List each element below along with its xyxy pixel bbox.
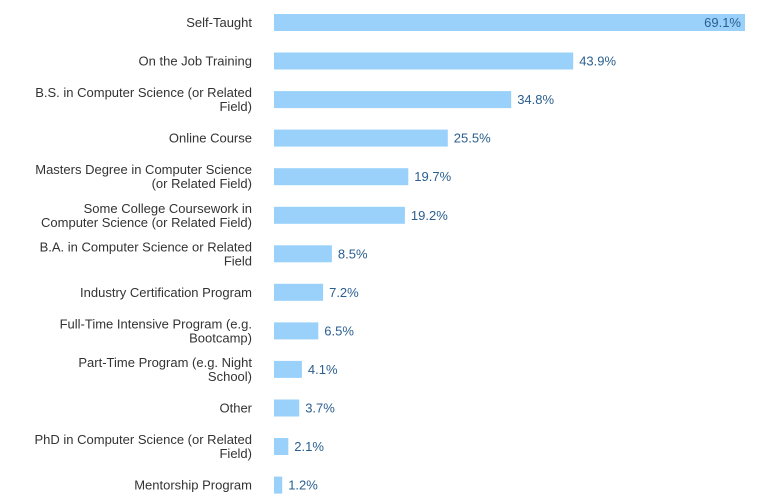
category-label: Mentorship Program [134,478,252,493]
category-label: Full-Time Intensive Program (e.g. Bootcam… [60,316,252,345]
category-label: Online Course [169,131,252,146]
category-label-line: Industry Certification Program [80,285,252,300]
bar-row: PhD in Computer Science (or Related Field… [35,432,325,461]
bar-row: Masters Degree in Computer Science (or Re… [35,162,451,191]
value-label: 19.7% [414,169,451,184]
category-label-line: Masters Degree in Computer Science [35,162,252,177]
value-label: 2.1% [294,439,324,454]
bar [274,322,319,340]
value-label: 8.5% [338,246,368,261]
category-label-line: B.S. in Computer Science (or Related [35,85,252,100]
category-label-line: Part-Time Program (e.g. Night [78,355,252,370]
value-label: 6.5% [324,323,354,338]
bar-row: On the Job Training 43.9% [139,52,617,70]
category-label: B.S. in Computer Science (or Related Fiel… [35,85,252,114]
bar-row: Full-Time Intensive Program (e.g. Bootcam… [60,316,355,345]
category-label-line: Field [224,253,252,268]
category-label-line: Full-Time Intensive Program (e.g. [60,316,252,331]
bar-row: B.S. in Computer Science (or Related Fiel… [35,85,554,114]
value-label: 43.9% [579,54,616,69]
bar [274,399,300,417]
bar-row: Mentorship Program 1.2% [134,476,318,494]
bar [274,206,405,224]
category-label-line: Self-Taught [186,15,252,30]
bar [274,52,574,70]
value-label: 3.7% [305,401,335,416]
value-label: 34.8% [517,92,554,107]
value-label: 19.2% [411,208,448,223]
category-label-line: (or Related Field) [152,176,252,191]
bar [274,14,745,31]
bar-row: Some College Coursework in Computer Scien… [41,201,448,230]
category-label-line: On the Job Training [139,54,252,69]
category-label-line: Field) [219,99,252,114]
value-label: 69.1% [704,15,741,30]
bar-row: Industry Certification Program 7.2% [80,283,359,301]
category-label-line: Mentorship Program [134,478,252,493]
category-label: Other [219,401,252,416]
bar [274,91,512,109]
category-label-line: School) [208,369,252,384]
bar [274,438,289,455]
bar [274,129,448,147]
value-label: 1.2% [288,478,318,493]
category-label-line: Online Course [169,131,252,146]
bar-row: Other 3.7% [219,399,335,417]
bar-row: Online Course 25.5% [169,129,491,147]
category-label-line: Computer Science (or Related Field) [41,215,252,230]
category-label: Industry Certification Program [80,285,252,300]
category-label: Masters Degree in Computer Science (or Re… [35,162,252,191]
category-label: PhD in Computer Science (or Related Field… [35,432,253,461]
bar [274,245,332,263]
bar [274,283,324,301]
category-label: Part-Time Program (e.g. Night School) [78,355,252,384]
category-label-line: Bootcamp) [189,330,252,345]
category-label-line: Field) [219,446,252,461]
category-label: On the Job Training [139,54,252,69]
value-label: 4.1% [308,362,338,377]
category-label: B.A. in Computer Science or Related Field [40,239,252,268]
category-label: Self-Taught [186,15,252,30]
bar [274,360,302,378]
bar [274,476,283,494]
category-label-line: B.A. in Computer Science or Related [40,239,252,254]
category-label-line: Some College Coursework in [84,201,252,216]
bar-row: Self-Taught 69.1% [186,14,745,31]
value-label: 25.5% [454,131,491,146]
category-label-line: PhD in Computer Science (or Related [35,432,253,447]
bar-row: B.A. in Computer Science or Related Field… [40,239,368,268]
category-label-line: Other [219,401,252,416]
value-label: 7.2% [329,285,359,300]
bar [274,168,409,186]
category-label: Some College Coursework in Computer Scien… [41,201,252,230]
bar-row: Part-Time Program (e.g. Night School) 4.1% [78,355,338,384]
